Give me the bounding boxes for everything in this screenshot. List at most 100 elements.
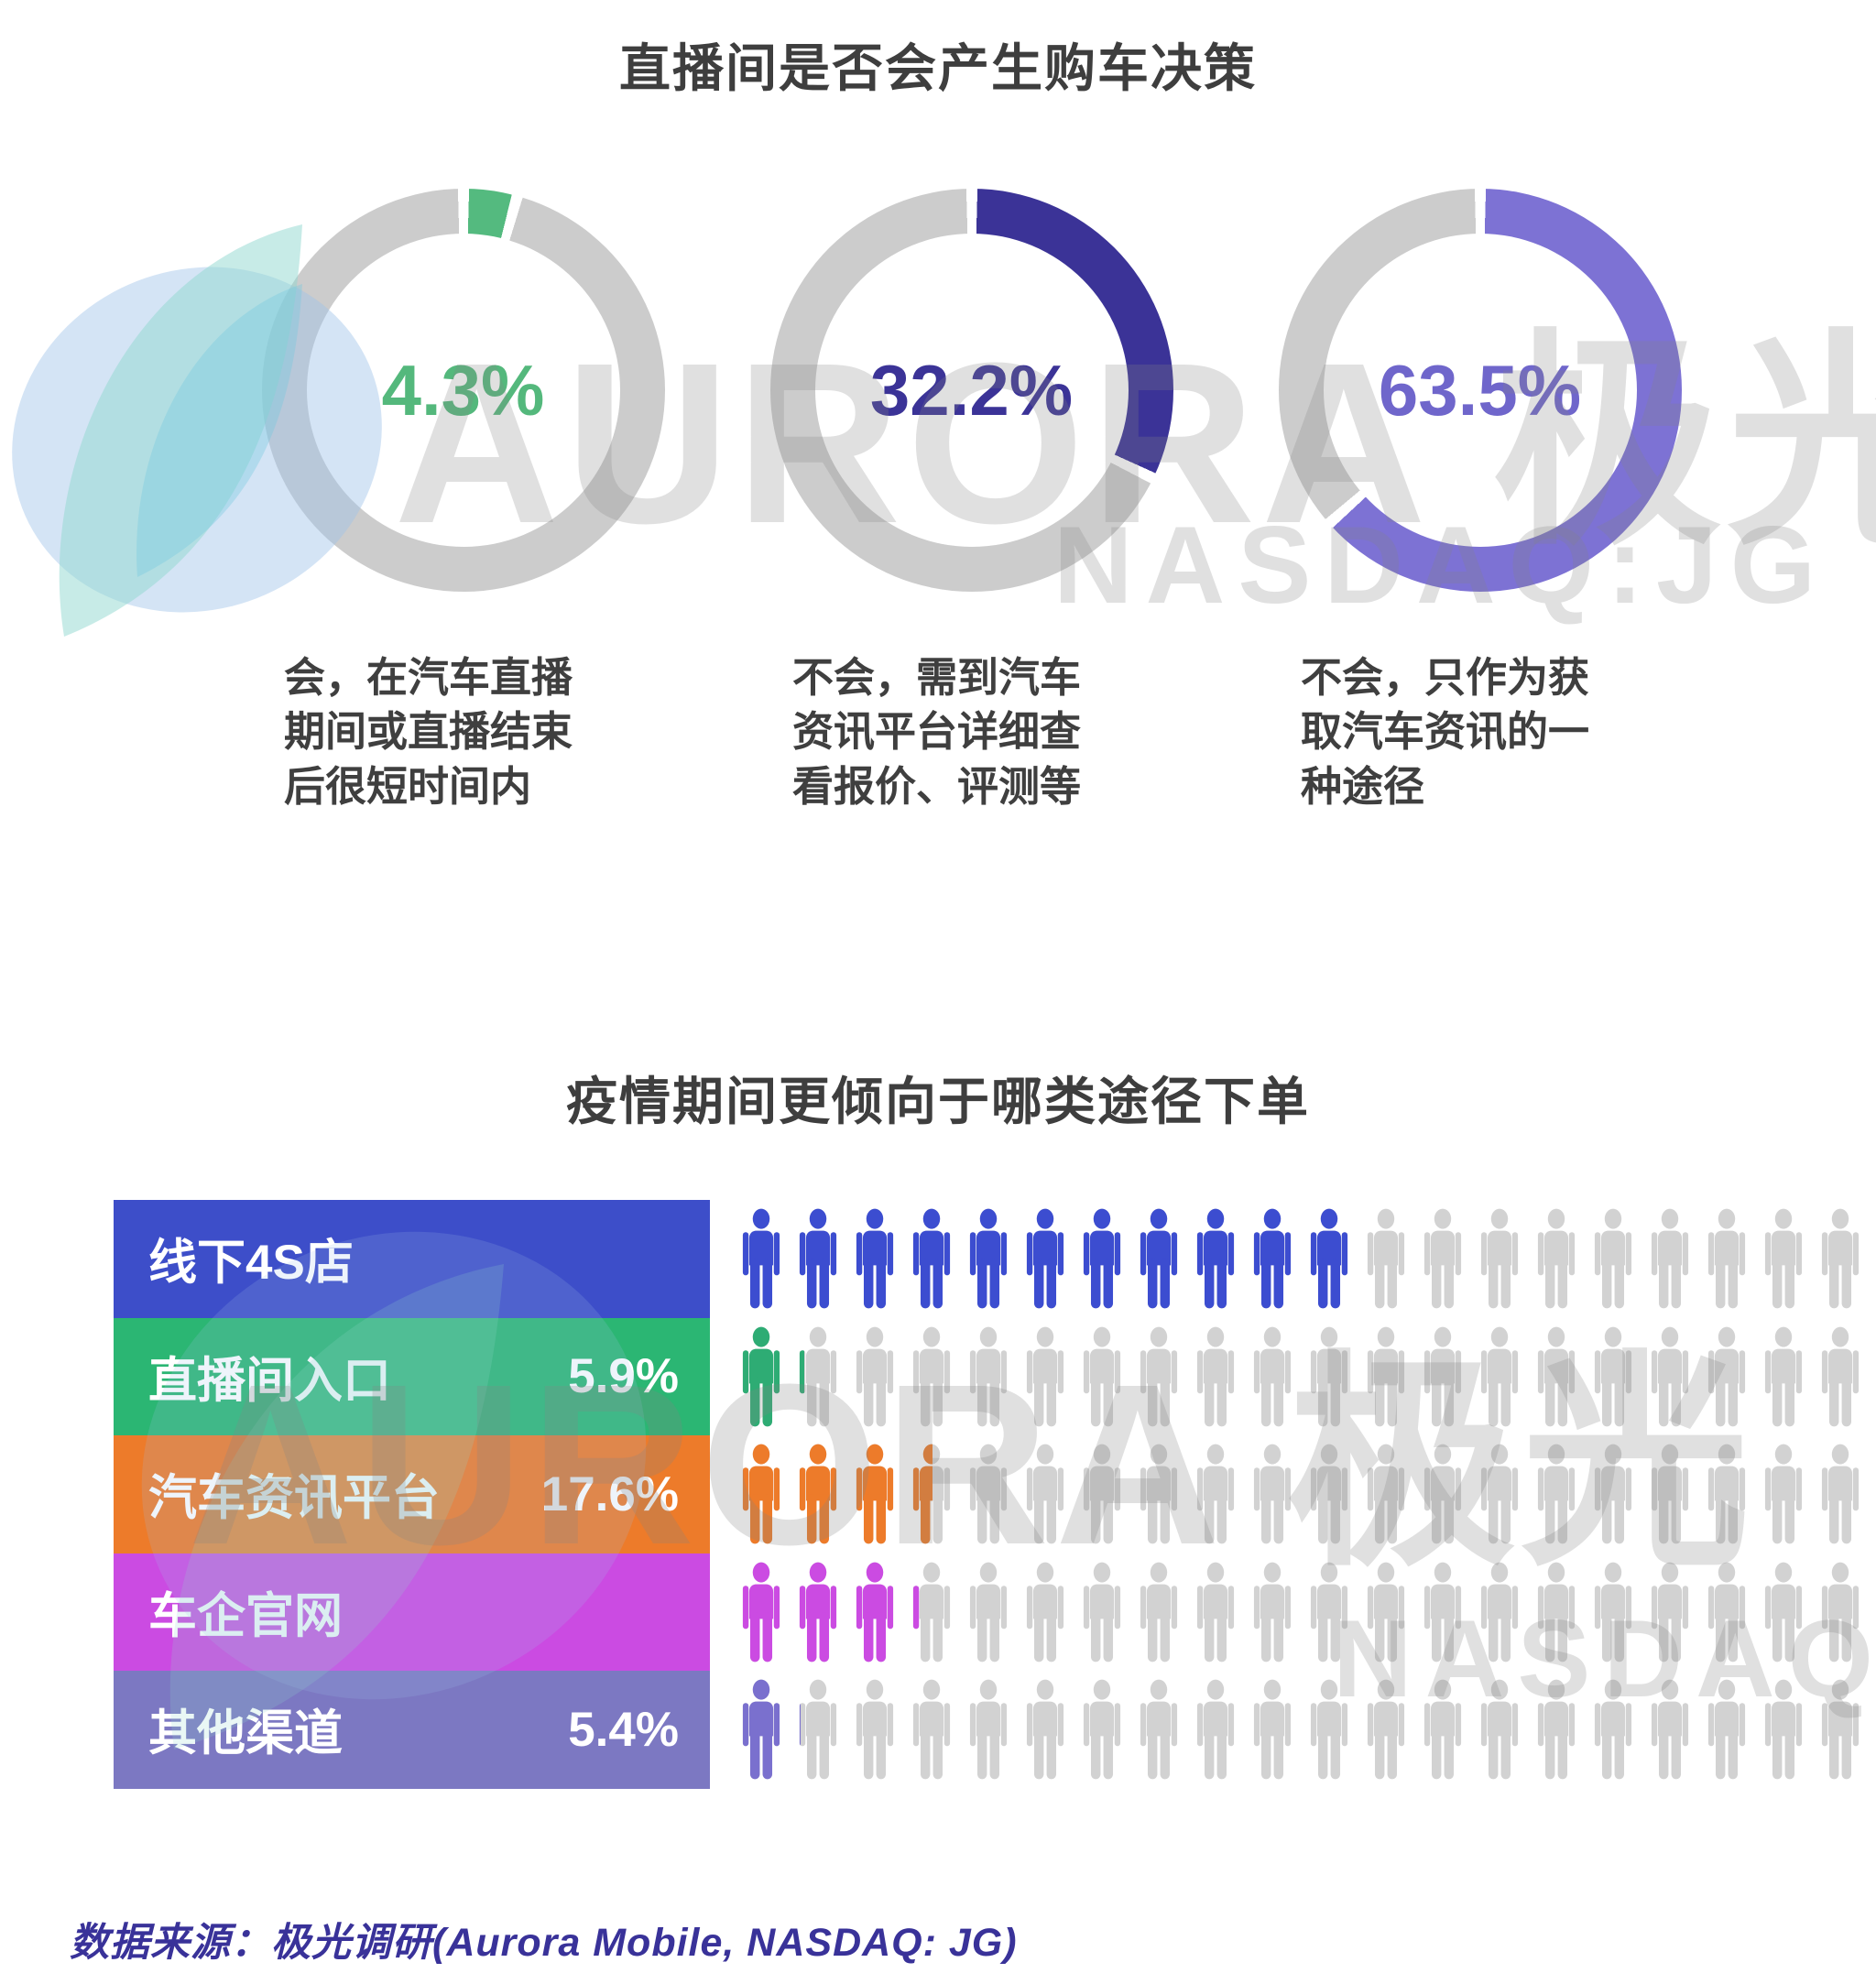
person-icon-wrap [1024, 1208, 1066, 1309]
person-icon [856, 1326, 894, 1427]
row-percent: 5.4% [568, 1702, 679, 1757]
person-icon [1310, 1326, 1348, 1427]
person-icon-fill [797, 1679, 801, 1780]
icon-cell [1244, 1326, 1301, 1427]
icon-cell [1471, 1679, 1528, 1780]
icon-cell [1414, 1444, 1471, 1544]
donut-section-title: 直播间是否会产生购车决策 [619, 39, 1257, 97]
person-icon-wrap [1649, 1444, 1691, 1544]
person-icon [1310, 1679, 1348, 1780]
person-icon-wrap [1365, 1444, 1407, 1544]
person-icon-wrap [854, 1208, 896, 1309]
icon-cell [1642, 1444, 1698, 1544]
person-icon-wrap [1251, 1562, 1293, 1662]
person-icon-wrap [1308, 1562, 1350, 1662]
row-icons [733, 1671, 1869, 1789]
icon-cell [960, 1679, 1017, 1780]
person-icon-wrap [1251, 1444, 1293, 1544]
icon-cell [1358, 1444, 1414, 1544]
person-icon-wrap [797, 1326, 839, 1427]
person-icon-fill [911, 1444, 933, 1544]
person-icon-fill [911, 1208, 953, 1309]
person-icon [1764, 1679, 1803, 1780]
person-icon-wrap [1535, 1679, 1577, 1780]
donut-column-2: 32.2% [717, 189, 1226, 610]
person-icon [799, 1208, 837, 1309]
person-icon-wrap [1024, 1562, 1066, 1662]
icon-cell [1130, 1208, 1187, 1309]
person-icon [969, 1562, 1008, 1662]
icon-cell [1528, 1679, 1585, 1780]
person-icon-fill [797, 1562, 839, 1662]
person-icon [1651, 1208, 1689, 1309]
person-icon-wrap [1819, 1208, 1861, 1309]
icon-cell [1301, 1562, 1358, 1662]
icon-cell [1471, 1208, 1528, 1309]
person-icon [1537, 1444, 1576, 1544]
icon-cell [1074, 1326, 1130, 1427]
row-label-block: 汽车资讯平台 17.6% [114, 1435, 710, 1553]
person-icon [969, 1679, 1008, 1780]
pictogram-row-1: 线下4S店 [114, 1200, 1869, 1318]
icon-cell [1698, 1208, 1755, 1309]
icon-cell [1074, 1679, 1130, 1780]
icon-cell [1755, 1326, 1812, 1427]
donut-hole [1323, 234, 1637, 547]
person-icon-wrap [1706, 1562, 1748, 1662]
person-icon-wrap [1819, 1444, 1861, 1544]
person-icon [1821, 1562, 1860, 1662]
row-icons [733, 1435, 1869, 1553]
person-icon [1253, 1326, 1292, 1427]
icon-cell [1585, 1326, 1642, 1427]
person-icon-wrap [740, 1562, 782, 1662]
person-icon-wrap [1365, 1326, 1407, 1427]
person-icon [912, 1679, 951, 1780]
person-icon-wrap [1592, 1562, 1634, 1662]
person-icon-wrap [740, 1444, 782, 1544]
donut-descriptions: 会，在汽车直播期间或直播结束后很短时间内 不会，需到汽车资讯平台详细查看报价、评测… [209, 650, 1734, 813]
person-icon [969, 1208, 1008, 1309]
person-icon [1253, 1679, 1292, 1780]
person-icon-wrap [1422, 1444, 1464, 1544]
icon-cell [1585, 1444, 1642, 1544]
row-label: 线下4S店 [148, 1236, 354, 1291]
person-icon-wrap [797, 1562, 839, 1662]
person-icon [1821, 1326, 1860, 1427]
person-icon [1707, 1326, 1746, 1427]
person-icon-wrap [967, 1208, 1009, 1309]
person-icon [1480, 1208, 1519, 1309]
person-icon-wrap [1081, 1208, 1123, 1309]
icon-cell [903, 1444, 960, 1544]
person-icon [1707, 1444, 1746, 1544]
person-icon-wrap [1649, 1679, 1691, 1780]
person-icon-wrap [1592, 1208, 1634, 1309]
person-icon [912, 1562, 951, 1662]
icon-cell [846, 1444, 903, 1544]
person-icon-wrap [967, 1562, 1009, 1662]
person-icon [799, 1350, 805, 1394]
person-icon-wrap [911, 1562, 953, 1662]
icon-cell [1414, 1562, 1471, 1662]
icon-cell [960, 1562, 1017, 1662]
person-icon [1083, 1562, 1121, 1662]
person-icon-wrap [1478, 1562, 1521, 1662]
donut-desc-column-1: 会，在汽车直播期间或直播结束后很短时间内 [209, 650, 717, 813]
icon-cell [846, 1562, 903, 1662]
pictogram-row-2: 直播间入口 5.9% [114, 1317, 1869, 1435]
donut-column-1: 4.3% [209, 189, 717, 610]
icon-cell [1414, 1679, 1471, 1780]
pictogram-row-3: 汽车资讯平台 17.6% [114, 1435, 1869, 1553]
person-icon-wrap [1194, 1444, 1237, 1544]
person-icon-wrap [854, 1326, 896, 1427]
icon-cell [1471, 1326, 1528, 1427]
person-icon [742, 1562, 780, 1662]
person-icon [1764, 1444, 1803, 1544]
icon-cell [733, 1208, 790, 1309]
person-icon [856, 1208, 894, 1309]
icon-cell [903, 1208, 960, 1309]
pictogram-chart: 线下4S店 直播间入口 5.9% 汽车资讯平台 17.6% 车企官网 其他渠道 5.4% [114, 1200, 1869, 1789]
person-icon-wrap [1706, 1326, 1748, 1427]
icon-cell [1017, 1444, 1074, 1544]
person-icon-wrap [1194, 1326, 1237, 1427]
